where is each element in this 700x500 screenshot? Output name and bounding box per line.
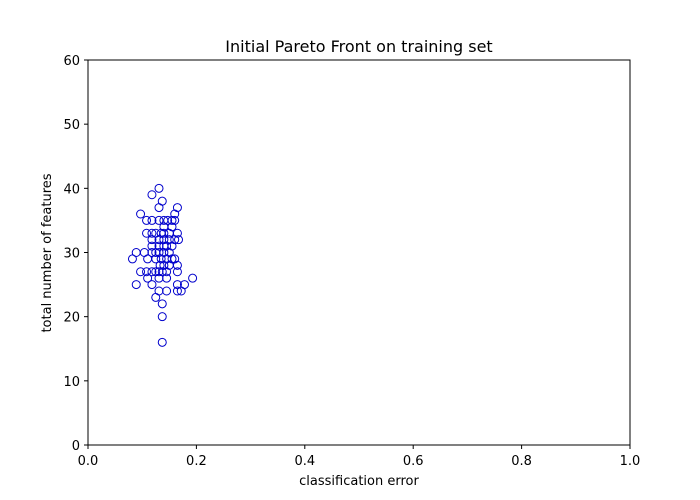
y-tick-label: 30: [63, 247, 80, 262]
data-point: [142, 228, 152, 238]
data-point: [151, 254, 161, 264]
data-point: [172, 267, 182, 277]
data-point: [154, 215, 164, 225]
x-tick-label: 0.2: [186, 454, 207, 469]
data-point: [155, 260, 165, 270]
data-point: [147, 267, 157, 277]
x-tick-label: 1.0: [620, 454, 641, 469]
data-point: [159, 248, 169, 257]
data-point: [147, 280, 157, 290]
data-point: [170, 235, 180, 245]
plot-frame: [87, 59, 631, 446]
data-point: [154, 203, 164, 213]
data-point: [136, 209, 146, 219]
data-point: [162, 267, 172, 277]
data-point: [164, 248, 174, 257]
data-point: [188, 273, 198, 283]
data-point: [164, 235, 174, 245]
y-tick-label: 10: [63, 375, 80, 390]
data-point: [131, 280, 141, 290]
data-point: [172, 228, 182, 238]
data-points: [127, 183, 198, 347]
data-point: [143, 254, 153, 264]
data-point: [167, 241, 177, 251]
data-point: [147, 215, 157, 225]
data-point: [142, 267, 152, 277]
y-tick-label: 40: [63, 182, 80, 197]
data-point: [142, 215, 152, 225]
data-point: [162, 286, 172, 296]
data-point: [162, 273, 172, 283]
data-point: [157, 312, 167, 322]
data-point: [170, 209, 180, 219]
data-point: [162, 241, 172, 251]
data-point: [154, 183, 164, 193]
data-point: [147, 235, 157, 245]
x-tick-label: 0.8: [511, 454, 532, 469]
y-tick-label: 20: [63, 311, 80, 326]
data-point: [151, 292, 161, 302]
data-point: [147, 190, 157, 200]
data-point: [172, 260, 182, 270]
y-axis-label: total number of features: [40, 173, 55, 332]
data-point: [127, 254, 137, 264]
data-point: [143, 273, 153, 283]
data-point: [156, 254, 166, 264]
data-point: [172, 286, 182, 296]
data-point: [167, 215, 177, 225]
data-point: [167, 254, 177, 264]
data-point: [147, 228, 157, 238]
axis-ticks: 0.0 0.2 0.4 0.6 0.8 1.0 0 10 20 30 40 50 60: [63, 54, 640, 469]
data-point: [174, 235, 184, 245]
data-point: [154, 235, 164, 245]
data-point: [167, 222, 177, 232]
data-point: [159, 260, 169, 270]
x-tick-label: 0.0: [78, 454, 99, 469]
data-point: [170, 254, 180, 264]
data-point: [136, 267, 146, 277]
y-tick-label: 0: [72, 439, 80, 454]
data-point: [159, 228, 169, 238]
x-tick-label: 0.4: [294, 454, 315, 469]
x-axis-label: classification error: [299, 474, 419, 489]
data-point: [157, 337, 167, 347]
y-tick-label: 50: [63, 118, 80, 133]
data-point: [157, 299, 167, 309]
chart-title: Initial Pareto Front on training set: [225, 37, 492, 56]
data-point: [176, 286, 186, 296]
data-point: [170, 215, 180, 225]
data-point: [172, 203, 182, 213]
data-point: [159, 235, 169, 245]
x-tick-label: 0.6: [403, 454, 424, 469]
y-tick-label: 60: [63, 54, 80, 69]
